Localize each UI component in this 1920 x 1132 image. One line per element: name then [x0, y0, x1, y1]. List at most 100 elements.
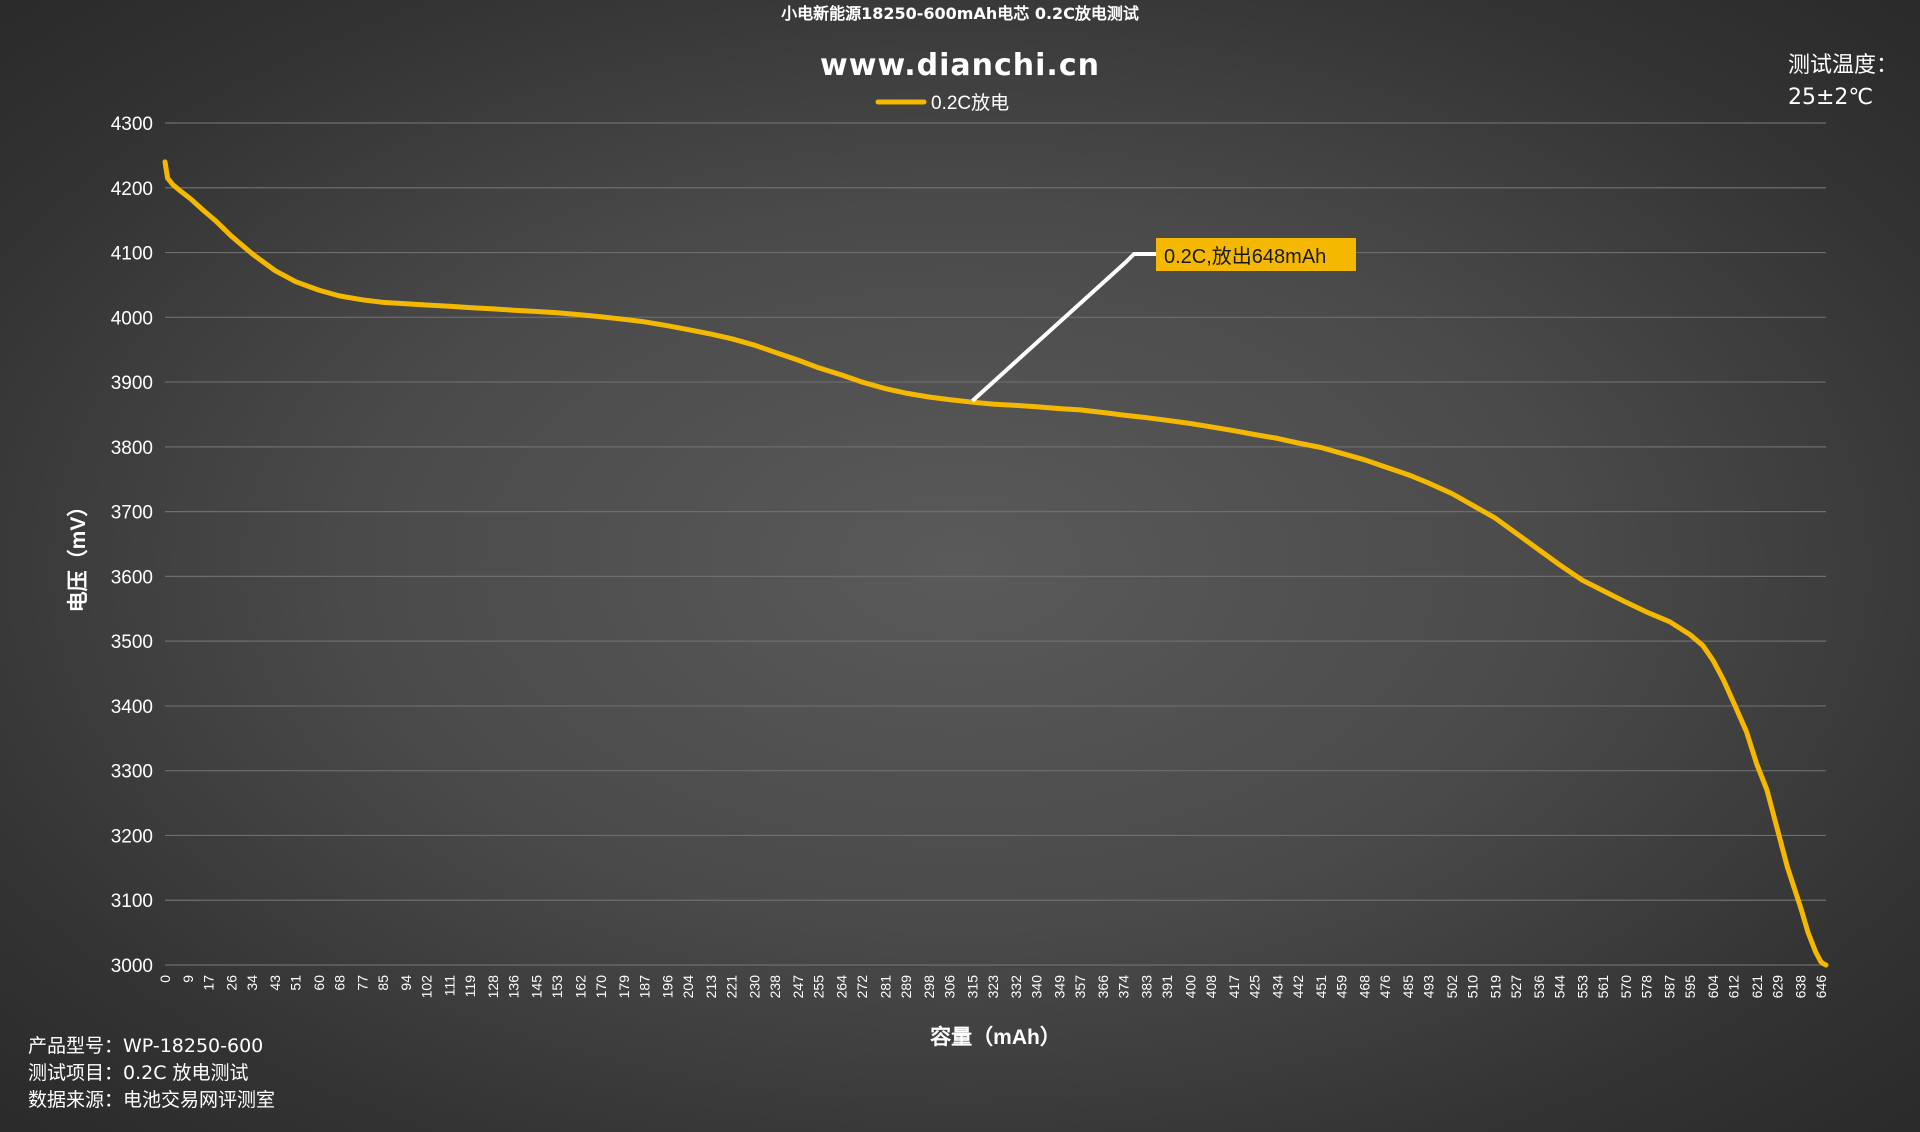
info-item-value: 0.2C 放电测试 [123, 1062, 249, 1084]
x-tick-553: 553 [1574, 975, 1590, 999]
x-tick-153: 153 [549, 975, 565, 999]
x-tick-629: 629 [1769, 975, 1785, 999]
x-tick-621: 621 [1749, 975, 1765, 999]
y-tick-3100: 3100 [111, 891, 153, 912]
x-tick-544: 544 [1551, 975, 1567, 999]
info-source-value: 电池交易网评测室 [123, 1089, 276, 1111]
x-tick-204: 204 [680, 975, 696, 999]
y-axis-label: 电压（mV） [66, 496, 90, 613]
x-tick-170: 170 [593, 975, 609, 999]
x-tick-374: 374 [1116, 975, 1132, 999]
x-axis-label: 容量（mAh） [930, 1025, 1061, 1049]
info-row-item: 测试项目：0.2C 放电测试 [28, 1060, 275, 1087]
x-tick-476: 476 [1377, 975, 1393, 999]
x-tick-357: 357 [1072, 975, 1088, 999]
x-tick-119: 119 [462, 975, 478, 998]
x-tick-400: 400 [1182, 975, 1198, 999]
x-tick-102: 102 [418, 975, 434, 999]
x-tick-34: 34 [244, 975, 260, 991]
x-tick-612: 612 [1726, 975, 1742, 999]
callout-box [1156, 238, 1356, 271]
x-tick-187: 187 [636, 975, 652, 999]
x-tick-51: 51 [288, 975, 304, 991]
info-row-model: 产品型号：WP-18250-600 [28, 1033, 275, 1060]
y-tick-3200: 3200 [111, 826, 153, 847]
callout-leader-line [971, 252, 1156, 403]
x-tick-289: 289 [898, 975, 914, 999]
gridlines [165, 122, 1826, 966]
x-tick-502: 502 [1444, 975, 1460, 999]
x-tick-595: 595 [1682, 975, 1698, 999]
temperature-label: 测试温度： [1787, 53, 1898, 78]
y-tick-4200: 4200 [111, 179, 153, 200]
y-tick-3700: 3700 [111, 503, 153, 524]
x-tick-315: 315 [964, 975, 980, 999]
x-tick-128: 128 [485, 975, 501, 999]
info-source-label: 数据来源： [28, 1089, 124, 1111]
x-tick-561: 561 [1595, 975, 1611, 999]
x-tick-labels: 0 9 17 26 34 43 51 60 68 77 85 94 102 111 119 128 136 145… [157, 975, 1829, 999]
x-tick-493: 493 [1421, 975, 1437, 999]
info-model-label: 产品型号： [28, 1035, 124, 1057]
x-tick-340: 340 [1029, 975, 1045, 999]
chart-subtitle: www.dianchi.cn [820, 48, 1100, 83]
x-tick-179: 179 [616, 975, 632, 999]
callout-text: 0.2C,放出648mAh [1164, 245, 1326, 268]
x-tick-77: 77 [354, 975, 370, 991]
x-tick-527: 527 [1508, 975, 1524, 999]
legend-label-0.2c: 0.2C放电 [931, 92, 1009, 114]
y-tick-3300: 3300 [111, 762, 153, 783]
series-line-0.2c [162, 159, 1829, 968]
info-model-value: WP-18250-600 [123, 1035, 264, 1057]
y-tick-labels: 3000 3100 3200 3300 3400 3500 3600 3700 3800 3900… [111, 114, 153, 977]
x-tick-510: 510 [1464, 975, 1480, 999]
x-tick-196: 196 [659, 975, 675, 999]
x-tick-434: 434 [1269, 975, 1285, 999]
x-tick-638: 638 [1792, 975, 1808, 999]
info-item-label: 测试项目： [28, 1062, 124, 1084]
series-layer [162, 159, 1829, 968]
x-tick-485: 485 [1400, 975, 1416, 999]
x-tick-519: 519 [1487, 975, 1503, 999]
x-tick-451: 451 [1313, 975, 1329, 999]
x-tick-136: 136 [506, 975, 522, 999]
x-tick-238: 238 [767, 975, 783, 999]
x-tick-442: 442 [1290, 975, 1306, 999]
legend: 0.2C放电 [875, 92, 1009, 114]
temperature-value: 25±2℃ [1787, 85, 1874, 110]
annotation: 0.2C,放出648mAh [971, 238, 1356, 403]
x-tick-247: 247 [790, 975, 806, 999]
y-tick-3400: 3400 [111, 697, 153, 718]
info-box: 产品型号：WP-18250-600 测试项目：0.2C 放电测试 数据来源：电池… [28, 1033, 275, 1114]
y-tick-4000: 4000 [111, 308, 153, 329]
temperature-box: 测试温度： 25±2℃ [1788, 50, 1898, 114]
x-tick-0: 0 [157, 975, 173, 983]
x-tick-570: 570 [1618, 975, 1634, 999]
x-tick-468: 468 [1357, 975, 1373, 999]
x-tick-221: 221 [723, 975, 739, 999]
x-tick-578: 578 [1639, 975, 1655, 999]
x-tick-272: 272 [854, 975, 870, 999]
x-tick-306: 306 [941, 975, 957, 999]
x-tick-536: 536 [1531, 975, 1547, 999]
x-tick-408: 408 [1203, 975, 1219, 999]
x-tick-255: 255 [811, 975, 827, 999]
x-tick-9: 9 [180, 975, 196, 983]
info-row-source: 数据来源：电池交易网评测室 [28, 1087, 275, 1114]
x-tick-26: 26 [224, 975, 240, 991]
x-tick-162: 162 [572, 975, 588, 999]
x-tick-264: 264 [834, 975, 850, 999]
x-tick-281: 281 [877, 975, 893, 999]
x-tick-366: 366 [1095, 975, 1111, 999]
x-tick-298: 298 [921, 975, 937, 999]
x-tick-213: 213 [703, 975, 719, 999]
x-tick-85: 85 [375, 975, 391, 991]
x-tick-94: 94 [398, 975, 414, 991]
x-tick-459: 459 [1334, 975, 1350, 999]
x-tick-145: 145 [529, 975, 545, 999]
y-tick-4100: 4100 [111, 244, 153, 265]
x-tick-417: 417 [1226, 975, 1242, 999]
x-tick-332: 332 [1008, 975, 1024, 999]
x-tick-111: 111 [442, 975, 458, 996]
